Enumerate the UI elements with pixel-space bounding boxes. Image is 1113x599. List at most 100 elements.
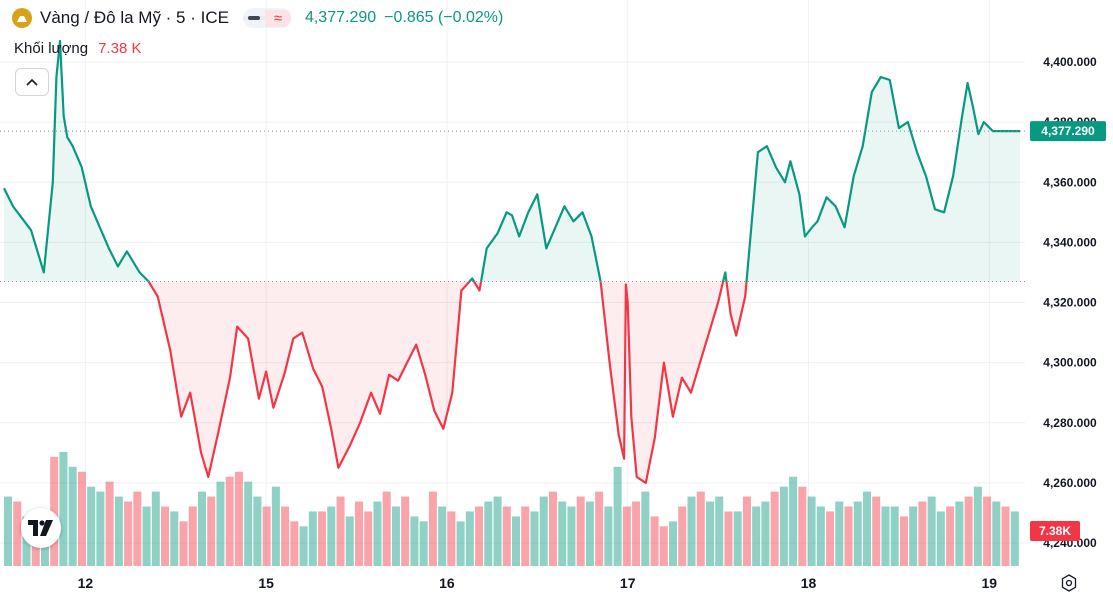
minus-icon[interactable] [242,16,265,20]
y-tick-label: 4,340.000 [1043,235,1097,249]
price-line-down [147,281,748,484]
volume-bar [669,521,678,566]
volume-bar [770,491,779,566]
y-tick-label: 4,360.000 [1043,175,1097,189]
volume-bar [946,506,955,566]
volume-bar [881,506,890,566]
symbol-title[interactable]: Vàng / Đô la Mỹ · 5 · ICE [40,8,229,27]
volume-bar [465,511,474,566]
x-tick-label: 15 [258,575,274,591]
volume-bar [899,516,908,566]
volume-bar [733,511,742,566]
volume-bar [595,491,604,566]
volume-bar [419,521,428,566]
volume-bar [862,491,872,566]
y-tick-label: 4,280.000 [1043,416,1097,430]
volume-bar [493,496,502,566]
tradingview-logo-icon[interactable] [21,508,61,548]
volume-bar [632,501,641,566]
x-tick-label: 17 [620,575,636,591]
volume-bar [77,471,86,566]
volume-bar [197,491,206,566]
volume-bar [585,501,594,566]
volume-bar [927,496,936,566]
y-tick-label: 4,260.000 [1043,476,1097,490]
volume-bar [1010,511,1019,566]
x-tick-label: 19 [981,575,997,591]
volume-bar [382,491,391,566]
volume-bar [373,501,382,566]
volume-bar [715,496,724,566]
price-change: −0.865 (−0.02%) [384,9,504,26]
chart-header: Vàng / Đô la Mỹ · 5 · ICE ≈ 4,377.290 −0… [12,8,503,28]
area-above-baseline [4,41,1020,282]
volume-bar [410,516,419,566]
volume-bar [179,521,188,566]
volume-bar [281,506,290,566]
volume-bar [807,496,816,566]
volume-bar [696,491,705,566]
volume-bar [844,506,853,566]
volume-bar [798,486,807,566]
area-below-baseline [4,281,1020,483]
collapse-legend-button[interactable] [15,68,49,96]
volume-bar [401,496,410,566]
volume-bar [853,501,862,566]
volume-bar [50,456,59,566]
volume-bar [742,496,751,566]
volume-bar [447,511,456,566]
volume-bar [170,511,179,566]
y-tick-label: 4,320.000 [1043,296,1097,310]
volume-bar [271,486,280,566]
volume-bar [262,506,271,566]
indicator-toggle[interactable]: ≈ [242,8,291,28]
volume-bar [872,496,881,566]
volume-bar [188,506,197,566]
volume-bar [955,501,964,566]
settings-gear-icon[interactable] [1058,572,1080,594]
current-price: 4,377.290 [304,9,377,26]
volume-bar [161,506,170,566]
volume-bar [87,486,96,566]
volume-bar [835,501,844,566]
chevron-up-icon [26,78,38,86]
volume-bar [391,506,400,566]
volume-bar [299,526,308,566]
volume-bar [13,501,22,566]
x-tick-label: 16 [439,575,455,591]
volume-bar [484,501,493,566]
volume-bar [936,511,945,566]
volume-bar [290,521,299,566]
volume-bar [318,511,327,566]
volume-bar [641,491,650,566]
volume-bar [622,506,631,566]
volume-bar [604,506,613,566]
volume-bar [724,511,733,566]
volume-bar [216,481,225,566]
volume-badge [1030,521,1080,541]
volume-bar [918,501,927,566]
volume-bar [68,466,77,566]
volume-bar [142,506,151,566]
volume-legend: Khối lượng 7.38 K [14,40,141,57]
volume-badge-label: 7.38K [1039,524,1071,538]
volume-bar [659,526,668,566]
volume-bar [207,496,216,566]
volume-bar [4,496,13,566]
volume-bar [114,496,123,566]
volume-value: 7.38 K [98,40,142,57]
volume-bar [752,506,761,566]
volume-bar [650,516,659,566]
approx-icon[interactable]: ≈ [264,9,291,27]
volume-bar [761,501,770,566]
volume-bar [548,491,557,566]
volume-bar [909,506,918,566]
volume-bar [225,476,234,566]
volume-bar [826,511,835,566]
volume-bar [124,501,133,566]
volume-bar [336,496,345,566]
volume-bar [475,506,484,566]
y-tick-label: 4,400.000 [1043,55,1097,69]
volume-bar [530,511,539,566]
